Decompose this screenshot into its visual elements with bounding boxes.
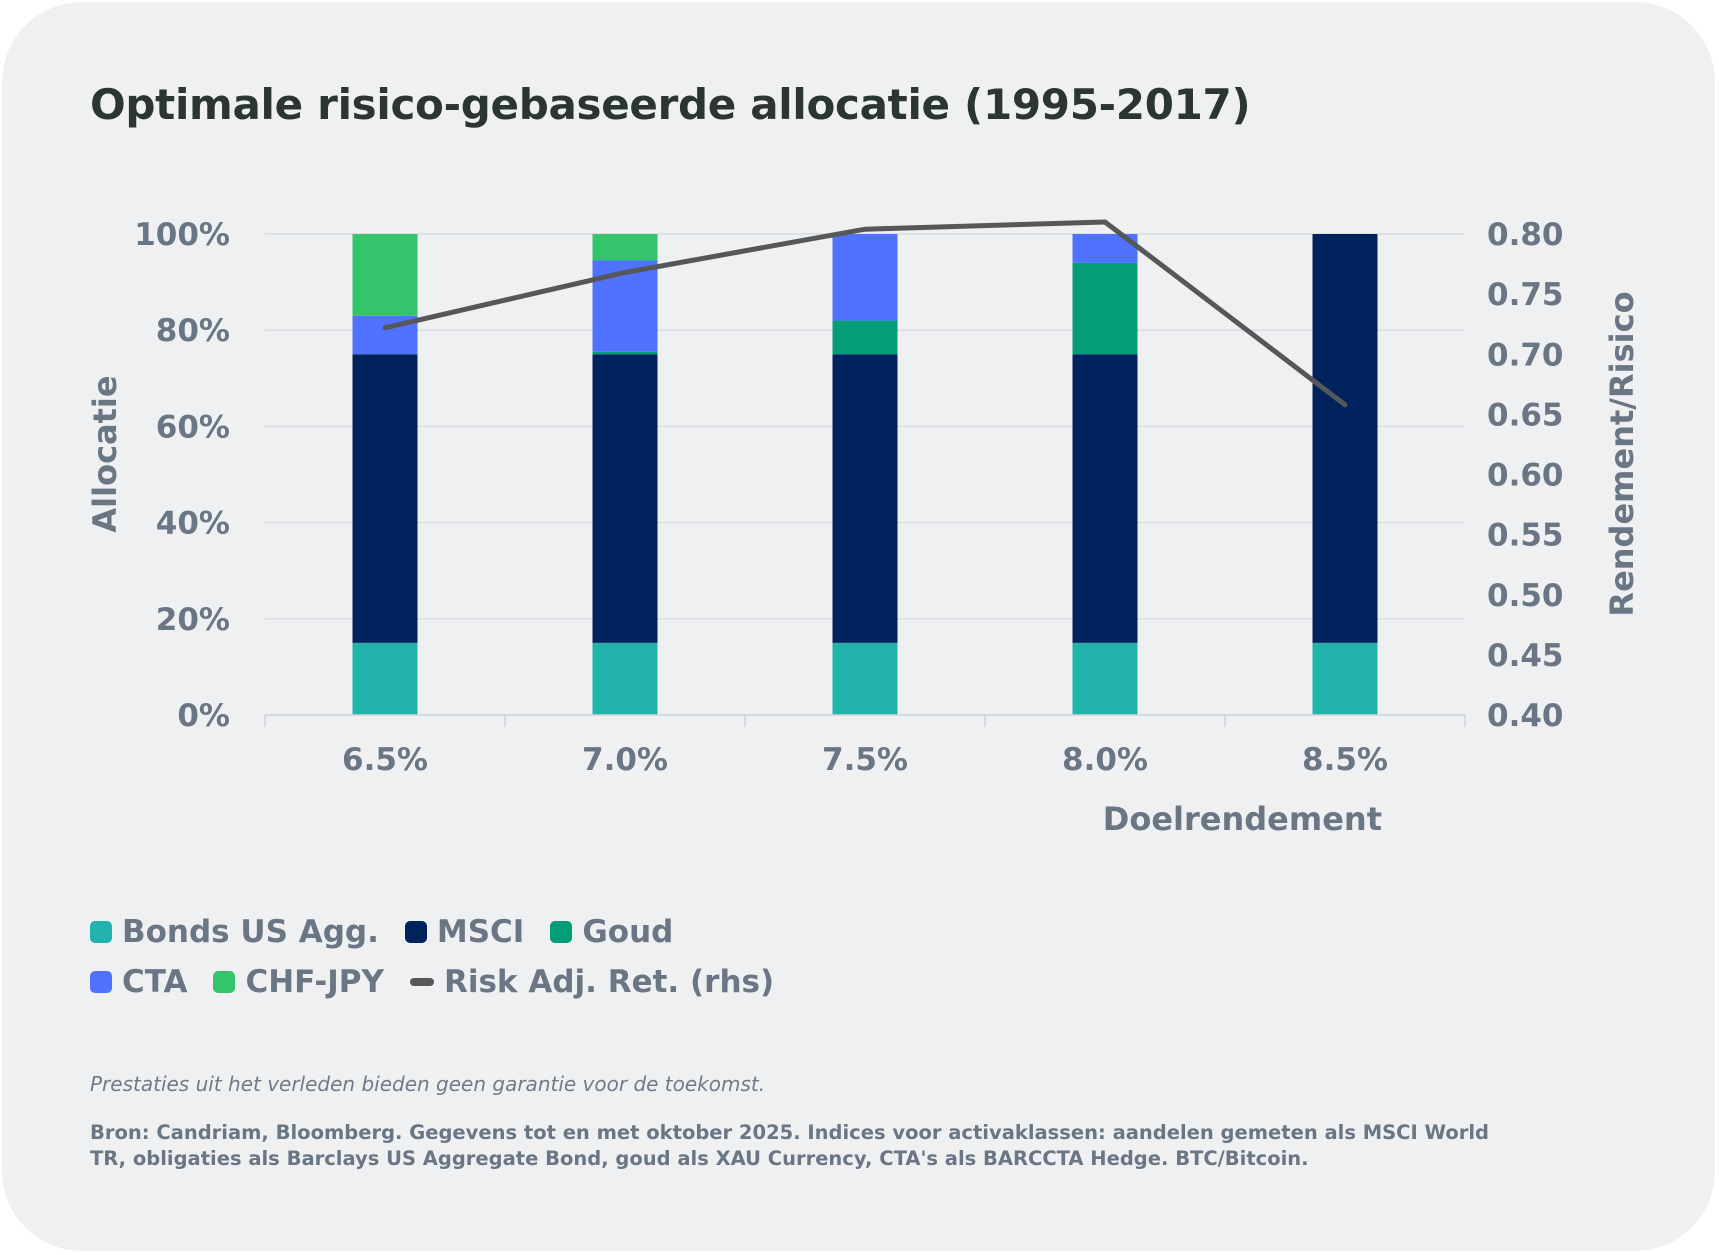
y2-tick-label: 0.60 [1487, 458, 1564, 494]
legend-label: Bonds US Agg. [122, 914, 379, 950]
legend-swatch [550, 921, 573, 943]
risk-adj-line [382, 219, 1348, 408]
legend-label: CTA [122, 964, 188, 1000]
legend-item-bonds: Bonds US Agg. [90, 914, 379, 950]
bar-segment [592, 642, 658, 715]
bar-segment [1072, 354, 1138, 643]
legend-row: Bonds US Agg. MSCI Goud [90, 907, 800, 957]
y-axis-title: Allocatie [86, 375, 124, 532]
bar-segment [352, 234, 418, 316]
y2-tick-label: 0.80 [1487, 217, 1564, 253]
y2-tick-label: 0.70 [1487, 337, 1564, 373]
x-tick-label: 8.0% [1062, 742, 1148, 778]
x-axis-title: Doelrendement [1103, 800, 1382, 838]
x-tick-label: 8.5% [1302, 742, 1388, 778]
y2-tick-label: 0.55 [1487, 518, 1564, 554]
legend-label: MSCI [436, 914, 525, 950]
y2-tick-label: 0.50 [1487, 578, 1564, 614]
y-tick-label: 20% [156, 602, 230, 638]
bar-segment [1312, 642, 1378, 715]
bar-segment [832, 354, 898, 643]
y-tick-label: 0% [177, 698, 230, 734]
legend-item-risk-adj: Risk Adj. Ret. (rhs) [409, 964, 775, 1000]
axes [264, 714, 1466, 727]
legend-item-goud: Goud [550, 914, 673, 950]
legend-swatch [90, 971, 112, 993]
x-tick-label: 7.0% [582, 742, 668, 778]
disclaimer: Prestaties uit het verleden bieden geen … [90, 1072, 766, 1096]
legend-line-swatch [409, 978, 434, 986]
legend-label: Goud [582, 914, 674, 950]
y-tick-label: 60% [156, 409, 230, 445]
legend-item-msci: MSCI [404, 914, 525, 950]
bar-segment [592, 351, 658, 355]
y2-axis-title: Rendement/Risico [1603, 291, 1641, 616]
bar-segment [1072, 642, 1138, 715]
x-tick-label: 6.5% [342, 742, 428, 778]
bar-segment [352, 642, 418, 715]
legend-swatch [90, 921, 112, 943]
legend-label: CHF-JPY [245, 964, 384, 1000]
y2-tick-label: 0.75 [1487, 277, 1564, 313]
y2-tick-label: 0.40 [1487, 698, 1564, 734]
source-note: Bron: Candriam, Bloomberg. Gegevens tot … [90, 1121, 1490, 1170]
bar-segment [1072, 262, 1138, 355]
legend-item-chf-jpy: CHF-JPY [213, 964, 384, 1000]
bar-segment [832, 320, 898, 355]
bar-segment [352, 354, 418, 643]
legend: Bonds US Agg. MSCI Goud CTA CHF-JPY [90, 907, 800, 1007]
chart-title: Optimale risico-gebaseerde allocatie (19… [90, 80, 1251, 129]
y2-tick-label: 0.45 [1487, 638, 1564, 674]
bar-segment [1312, 234, 1378, 643]
bar-segment [832, 234, 898, 321]
legend-swatch [404, 921, 427, 943]
y-tick-label: 40% [156, 506, 230, 542]
y-tick-label: 100% [134, 217, 230, 253]
legend-swatch [213, 971, 236, 993]
legend-item-cta: CTA [90, 964, 187, 1000]
axis-labels: 0% 20% 40% 60% 80% 100% 0.40 0.45 0.50 0.55 0.60 0.… [86, 217, 1641, 838]
legend-row: CTA CHF-JPY Risk Adj. Ret. (rhs) [90, 957, 800, 1007]
bar-segment [592, 354, 658, 643]
y-tick-label: 80% [156, 313, 230, 349]
stacked-bar-chart: 0% 20% 40% 60% 80% 100% 0.40 0.45 0.50 0.55 0.60 0.… [86, 217, 1641, 838]
x-tick-label: 7.5% [822, 742, 908, 778]
legend-label: Risk Adj. Ret. (rhs) [443, 964, 775, 1000]
bar-segment [832, 642, 898, 715]
bar-segment [592, 234, 658, 261]
y2-tick-label: 0.65 [1487, 397, 1564, 433]
bars [352, 234, 1378, 715]
